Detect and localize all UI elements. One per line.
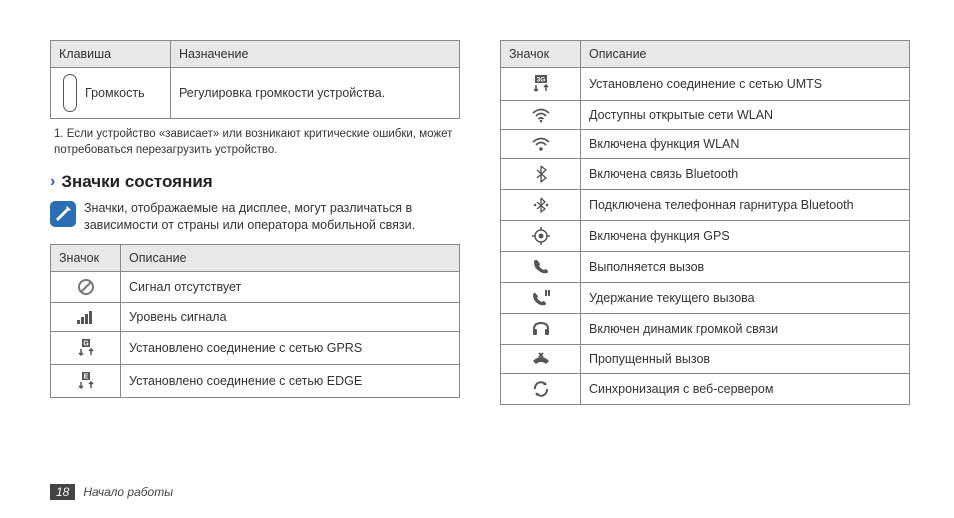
wlan-open-icon — [501, 101, 581, 130]
icons-header-desc: Описание — [581, 41, 910, 68]
note-icon — [50, 201, 76, 227]
svg-text:3G: 3G — [536, 77, 545, 84]
icons-table-left: Значок Описание Сигнал отсутствует Урове… — [50, 244, 460, 398]
icon-desc: Установлено соединение с сетью GPRS — [121, 331, 460, 364]
icons-header-icon: Значок — [501, 41, 581, 68]
wlan-icon — [501, 130, 581, 159]
call-icon — [501, 252, 581, 283]
icon-desc: Установлено соединение с сетью EDGE — [121, 364, 460, 397]
icons-table-right: Значок Описание 3G Установлено соединени… — [500, 40, 910, 405]
icon-desc: Включена функция GPS — [581, 221, 910, 252]
icon-desc: Включен динамик громкой связи — [581, 314, 910, 345]
table-row: Включен динамик громкой связи — [501, 314, 910, 345]
call-hold-icon — [501, 283, 581, 314]
table-row: E Установлено соединение с сетью EDGE — [51, 364, 460, 397]
table-row: Уровень сигнала — [51, 302, 460, 331]
bluetooth-headset-icon — [501, 190, 581, 221]
sync-icon — [501, 374, 581, 405]
volume-key-icon — [63, 74, 77, 112]
icon-desc: Сигнал отсутствует — [121, 271, 460, 302]
icon-desc: Установлено соединение с сетью UMTS — [581, 68, 910, 101]
icon-desc: Включена функция WLAN — [581, 130, 910, 159]
speaker-icon — [501, 314, 581, 345]
no-signal-icon — [51, 271, 121, 302]
missed-call-icon — [501, 345, 581, 374]
edge-icon: E — [51, 364, 121, 397]
gprs-icon: G — [51, 331, 121, 364]
table-row: Включена функция GPS — [501, 221, 910, 252]
icons-header-desc: Описание — [121, 244, 460, 271]
table-row: Синхронизация с веб-сервером — [501, 374, 910, 405]
icon-desc: Пропущенный вызов — [581, 345, 910, 374]
table-row: Сигнал отсутствует — [51, 271, 460, 302]
footnote: 1. Если устройство «зависает» или возник… — [54, 127, 460, 158]
keys-header-func: Назначение — [171, 41, 460, 68]
icons-header-icon: Значок — [51, 244, 121, 271]
keys-header-key: Клавиша — [51, 41, 171, 68]
table-row: Громкость Регулировка громкости устройст… — [51, 68, 460, 119]
svg-text:E: E — [83, 373, 88, 380]
gps-icon — [501, 221, 581, 252]
page-footer: 18 Начало работы — [50, 484, 173, 500]
table-row: Пропущенный вызов — [501, 345, 910, 374]
icon-desc: Доступны открытые сети WLAN — [581, 101, 910, 130]
table-row: Подключена телефонная гарнитура Bluetoot… — [501, 190, 910, 221]
table-row: G Установлено соединение с сетью GPRS — [51, 331, 460, 364]
section-heading: › Значки состояния — [50, 172, 460, 192]
chevron-icon: › — [50, 173, 55, 191]
umts-icon: 3G — [501, 68, 581, 101]
svg-text:G: G — [83, 340, 89, 347]
table-row: Доступны открытые сети WLAN — [501, 101, 910, 130]
page-number: 18 — [50, 484, 75, 500]
table-row: Удержание текущего вызова — [501, 283, 910, 314]
table-row: Включена функция WLAN — [501, 130, 910, 159]
icon-desc: Включена связь Bluetooth — [581, 159, 910, 190]
icon-desc: Выполняется вызов — [581, 252, 910, 283]
icon-desc: Подключена телефонная гарнитура Bluetoot… — [581, 190, 910, 221]
note-text: Значки, отображаемые на дисплее, могут р… — [84, 200, 460, 234]
signal-bars-icon — [51, 302, 121, 331]
heading-text: Значки состояния — [61, 172, 212, 192]
table-row: Включена связь Bluetooth — [501, 159, 910, 190]
icon-desc: Уровень сигнала — [121, 302, 460, 331]
footer-section: Начало работы — [83, 485, 173, 499]
icon-desc: Синхронизация с веб-сервером — [581, 374, 910, 405]
key-label: Громкость — [85, 86, 145, 100]
keys-table: Клавиша Назначение Громкость Регулировка… — [50, 40, 460, 119]
note: Значки, отображаемые на дисплее, могут р… — [50, 200, 460, 234]
table-row: Выполняется вызов — [501, 252, 910, 283]
icon-desc: Удержание текущего вызова — [581, 283, 910, 314]
bluetooth-icon — [501, 159, 581, 190]
key-desc: Регулировка громкости устройства. — [171, 68, 460, 119]
table-row: 3G Установлено соединение с сетью UMTS — [501, 68, 910, 101]
